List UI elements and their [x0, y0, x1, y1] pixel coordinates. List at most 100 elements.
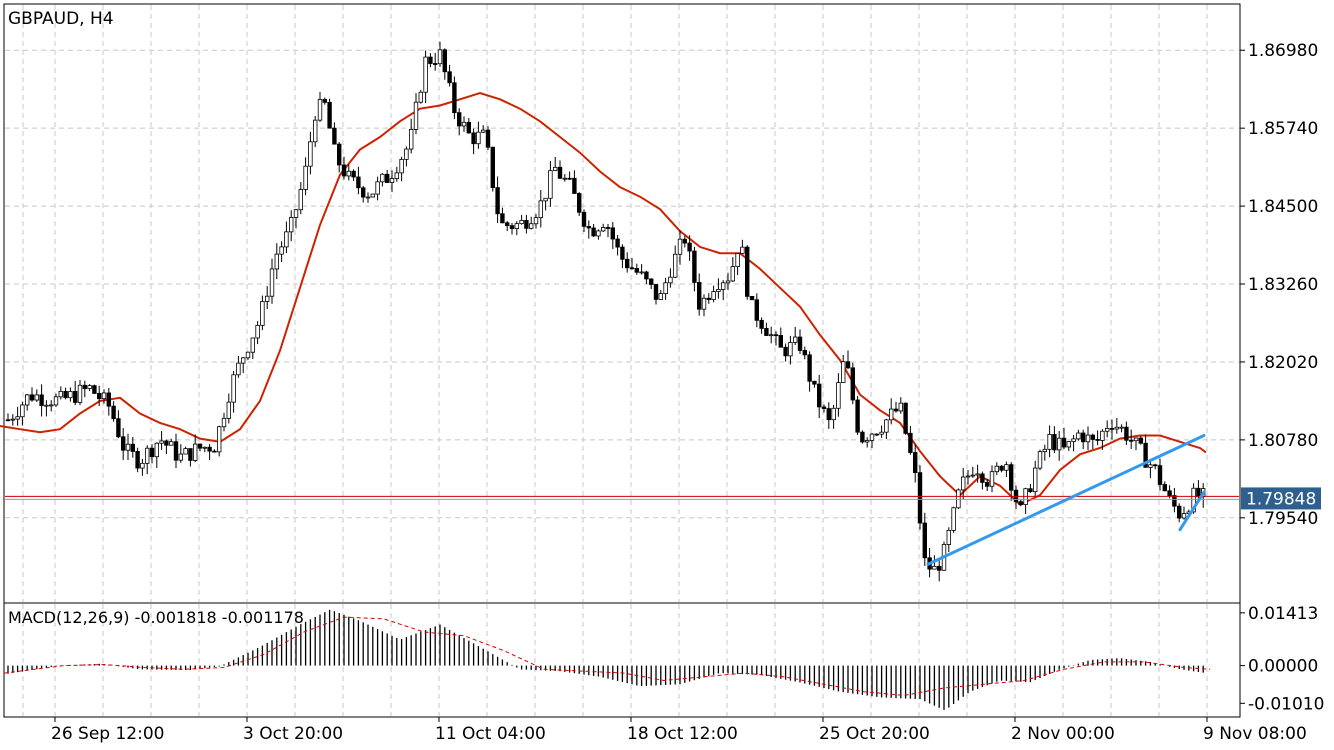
candle-body — [581, 211, 587, 227]
macd-tick-label: -0.01010 — [1248, 694, 1324, 714]
candle-body — [351, 170, 356, 178]
candle-body — [39, 394, 44, 406]
time-tick-label: 2 Nov 00:00 — [1011, 724, 1115, 744]
candle-body — [384, 173, 390, 183]
candle-body — [634, 268, 639, 273]
candle-body — [149, 447, 155, 458]
price-axis[interactable]: 1.86980 1.85740 1.84500 1.83260 1.82020 1.807… — [1240, 41, 1324, 714]
candle-body — [308, 141, 313, 167]
trendline — [1178, 490, 1206, 532]
candle-body — [869, 433, 875, 441]
candle-body — [845, 361, 851, 369]
candle-body — [1081, 432, 1086, 443]
candle-body — [1138, 437, 1143, 444]
candle-body — [1047, 434, 1052, 450]
candle-body — [1114, 426, 1119, 430]
trendline — [926, 433, 1206, 566]
time-tick-label: 18 Oct 12:00 — [627, 724, 738, 744]
candle-body — [240, 357, 246, 364]
candle-body — [1033, 467, 1038, 493]
candle-body — [380, 173, 385, 183]
candle-body — [673, 253, 678, 278]
candle-body — [428, 56, 433, 64]
candle-body — [202, 446, 207, 449]
candle-body — [423, 56, 428, 93]
candle-body — [389, 178, 395, 183]
macd-signal-line — [3, 616, 1211, 697]
candle-body — [437, 49, 443, 65]
candle-body — [466, 121, 471, 134]
candle-body — [778, 335, 783, 348]
candle-body — [284, 231, 289, 248]
candle-body — [841, 361, 846, 384]
candle-body — [562, 177, 567, 180]
candle-body — [668, 276, 673, 284]
candle-body — [192, 443, 198, 461]
candle-body — [917, 472, 923, 524]
candle-body — [1124, 426, 1129, 441]
symbol-title: GBPAUD, H4 — [8, 9, 114, 29]
candle-body — [34, 394, 39, 401]
candle-body — [519, 220, 524, 225]
candle-body — [452, 82, 457, 114]
candle-body — [144, 447, 150, 464]
candle-body — [797, 336, 803, 351]
current-price-lines — [5, 495, 1239, 500]
candle-body — [20, 404, 25, 418]
candle-body — [1004, 464, 1009, 471]
candle-body — [404, 148, 409, 160]
candle-body — [447, 71, 452, 84]
candle-body — [293, 209, 299, 218]
candle-body — [476, 131, 481, 145]
candle-body — [788, 342, 793, 357]
candle-body — [269, 268, 275, 297]
candle-body — [946, 530, 951, 545]
candle-body — [730, 266, 735, 282]
candle-body — [639, 271, 644, 274]
candle-body — [850, 367, 855, 401]
candle-body — [490, 146, 495, 188]
time-axis[interactable]: 26 Sep 12:00 3 Oct 20:00 11 Oct 04:00 18 Oc… — [51, 717, 1307, 744]
candle-body — [663, 282, 668, 295]
candle-body — [5, 419, 11, 422]
candle-body — [889, 408, 894, 421]
macd-tick-label: 0.00000 — [1248, 657, 1318, 677]
candle-body — [812, 380, 817, 385]
candle-body — [173, 441, 179, 461]
candle-body — [764, 328, 769, 336]
candle-body — [418, 91, 423, 103]
grid-lines — [5, 5, 1239, 716]
candle-body — [922, 522, 927, 559]
candle-body — [807, 354, 812, 382]
candle-body — [97, 393, 102, 400]
candle-body — [1066, 441, 1071, 448]
candle-body — [356, 176, 361, 189]
candle-body — [485, 129, 491, 148]
candle-body — [802, 350, 807, 356]
price-tick-label: 1.85740 — [1248, 119, 1318, 139]
candle-body — [860, 431, 865, 443]
candle-body — [346, 170, 351, 177]
trendlines[interactable] — [926, 433, 1206, 566]
candle-body — [456, 112, 462, 127]
candle-body — [336, 143, 342, 166]
candle-body — [677, 238, 683, 255]
candle-body — [697, 282, 702, 310]
moving-average-path — [0, 91, 1207, 506]
candle-body — [279, 246, 284, 255]
moving-average-line — [0, 91, 1207, 506]
price-tick-label: 1.80780 — [1248, 431, 1318, 451]
candle-body — [716, 289, 721, 292]
candle-body — [980, 473, 985, 483]
time-tick-label: 26 Sep 12:00 — [51, 724, 164, 744]
candle-body — [68, 391, 73, 399]
candle-body — [793, 336, 798, 343]
candle-body — [1009, 464, 1014, 491]
candle-body — [898, 402, 903, 412]
candle-body — [649, 278, 654, 285]
candle-body — [130, 443, 135, 452]
candle-body — [327, 101, 332, 129]
current-price-tag-bg — [1241, 487, 1321, 510]
candle-body — [1191, 487, 1196, 513]
